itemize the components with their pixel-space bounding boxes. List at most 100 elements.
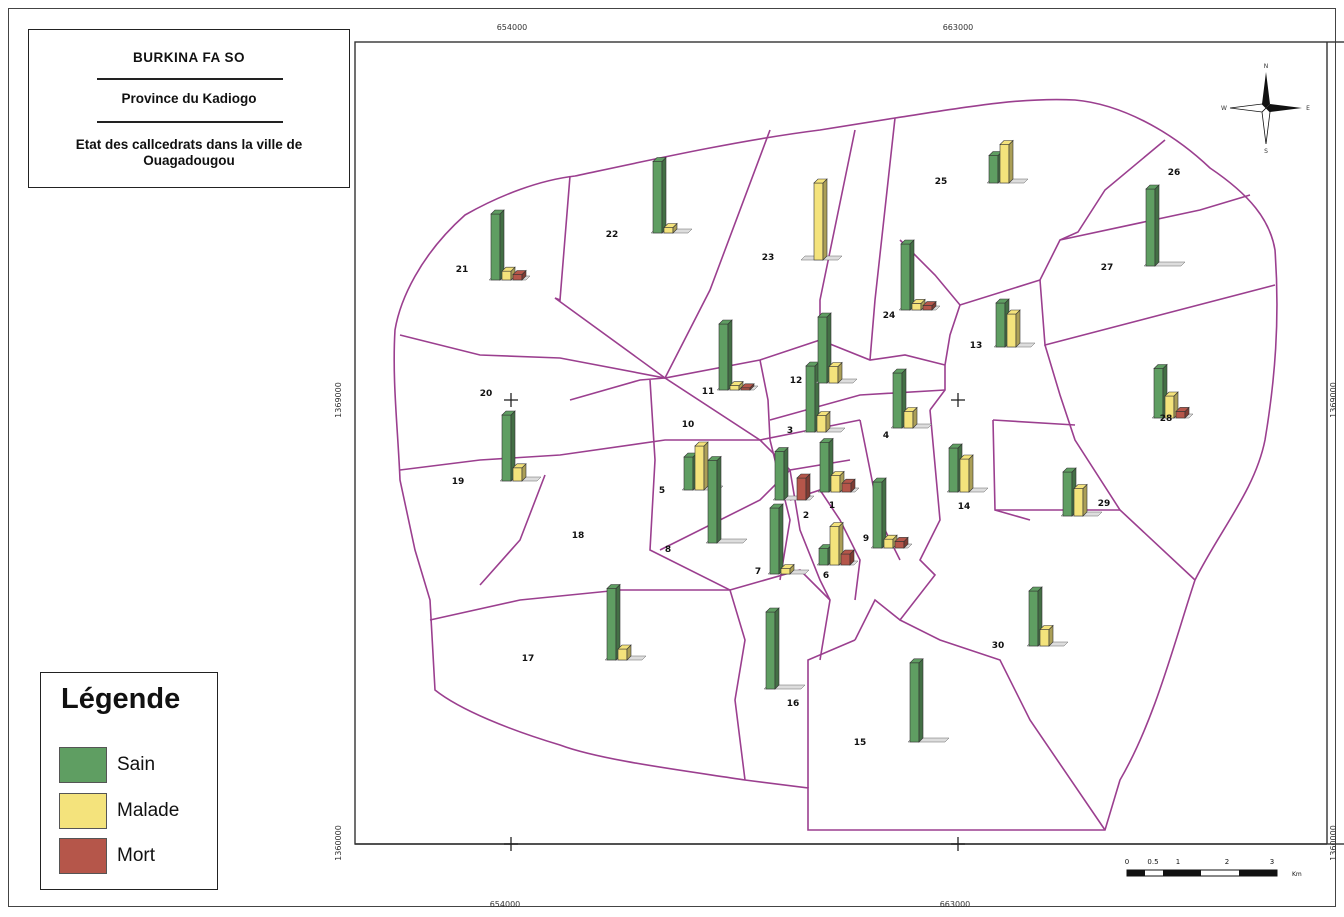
sector-label-6: 6 xyxy=(823,571,829,581)
bar-symbols xyxy=(488,139,1194,743)
grid-label-right-1: 1369000 xyxy=(1329,382,1338,418)
sector-label-21: 21 xyxy=(456,265,469,275)
sector-label-11: 11 xyxy=(702,387,715,397)
grid-label-left-2: 1360000 xyxy=(334,825,343,861)
title-box: BURKINA FA SO Province du Kadiogo Etat d… xyxy=(28,29,350,188)
legend-label-malade: Malade xyxy=(117,800,180,821)
sector-label-5: 5 xyxy=(659,486,665,496)
sector-label-26: 26 xyxy=(1168,168,1181,178)
sector-label-1: 1 xyxy=(829,501,835,511)
bar-malade-sector-12 xyxy=(828,361,843,384)
north-label: N xyxy=(1264,63,1269,70)
legend-label-mort: Mort xyxy=(117,845,155,866)
sector-label-29: 29 xyxy=(1098,499,1111,509)
sector-label-28: 28 xyxy=(1160,414,1173,424)
bar-mort-sector-9 xyxy=(894,536,909,549)
bar-malade-sector-29 xyxy=(1073,483,1088,517)
country-title: BURKINA FA SO xyxy=(132,50,245,65)
scale-unit: Km xyxy=(1292,871,1302,878)
north-arrow-icon: N S E W xyxy=(1221,63,1310,155)
bar-sain-sector-19 xyxy=(501,410,516,482)
bar-malade-sector-14 xyxy=(959,454,974,493)
sector-label-7: 7 xyxy=(755,567,761,577)
sector-label-17: 17 xyxy=(522,654,535,664)
bar-mort-sector-11 xyxy=(740,383,755,391)
bar-sain-sector-2 xyxy=(774,446,789,501)
bar-malade-sector-22 xyxy=(663,222,678,234)
bar-malade-sector-4 xyxy=(903,406,918,429)
grid-label-top-2: 663000 xyxy=(943,23,974,32)
bar-malade-sector-25 xyxy=(999,139,1014,184)
sector-label-15: 15 xyxy=(854,738,867,748)
grid-label-right-2: 1360000 xyxy=(1329,825,1338,861)
bar-malade-sector-24 xyxy=(911,298,926,311)
sector-label-22: 22 xyxy=(606,230,619,240)
bar-sain-sector-8 xyxy=(707,455,722,544)
sector-labels: 123 4567891011121314151617181920212223242… xyxy=(452,168,1181,748)
bar-mort-sector-2 xyxy=(796,473,811,501)
sector-label-13: 13 xyxy=(970,341,983,351)
grid-label-left-1: 1369000 xyxy=(334,382,343,418)
grid-label-bottom-2: 663000 xyxy=(940,900,971,909)
scale-tick-2: 2 xyxy=(1225,858,1229,866)
scale-tick-0: 0 xyxy=(1125,858,1129,866)
sector-label-12: 12 xyxy=(790,376,803,386)
bar-malade-sector-23 xyxy=(813,178,828,261)
bar-sain-sector-9 xyxy=(872,477,887,549)
bar-sain-sector-11 xyxy=(718,319,733,391)
bar-mort-sector-1 xyxy=(841,478,856,493)
bar-malade-sector-7 xyxy=(780,563,795,575)
sector-boundaries xyxy=(393,98,1278,831)
bar-malade-sector-19 xyxy=(512,463,527,482)
bar-sain-sector-6 xyxy=(818,543,833,566)
title-separator-2 xyxy=(97,121,283,123)
grid-crosses xyxy=(504,393,965,851)
bar-malade-sector-3 xyxy=(816,410,831,433)
bar-sain-sector-24 xyxy=(900,239,915,311)
bar-malade-sector-21 xyxy=(501,266,516,281)
bar-mort-sector-21 xyxy=(512,269,527,281)
sector-label-3: 3 xyxy=(787,426,793,436)
legend-swatch-mort xyxy=(59,838,107,874)
province-title: Province du Kadiogo xyxy=(121,91,257,106)
bar-sain-sector-22 xyxy=(652,156,667,234)
sector-label-4: 4 xyxy=(883,431,889,441)
sector-label-20: 20 xyxy=(480,389,493,399)
sector-label-24: 24 xyxy=(883,311,896,321)
sector-label-2: 2 xyxy=(803,511,809,521)
bar-mort-sector-6 xyxy=(840,549,855,566)
legend-swatch-sain xyxy=(59,747,107,783)
east-label: E xyxy=(1306,105,1310,112)
legend-swatch-malade xyxy=(59,793,107,829)
sector-label-16: 16 xyxy=(787,699,800,709)
west-label: W xyxy=(1221,105,1227,112)
bar-mort-sector-28 xyxy=(1175,406,1190,419)
sector-label-9: 9 xyxy=(863,534,869,544)
sector-label-30: 30 xyxy=(992,641,1005,651)
grid-label-top-1: 654000 xyxy=(497,23,528,32)
bar-sain-sector-16 xyxy=(765,607,780,690)
grid-label-bottom-1: 654000 xyxy=(490,900,521,909)
scale-bar: 0 0.5 1 2 3 Km xyxy=(1125,858,1302,878)
bar-sain-sector-21 xyxy=(490,209,505,281)
legend: Légende Sain Malade Mort xyxy=(40,672,218,890)
bar-mort-sector-24 xyxy=(922,300,937,311)
legend-label-sain: Sain xyxy=(117,754,156,775)
legend-title: Légende xyxy=(61,683,181,715)
map-subject: Etat des callcedrats dans la ville de Ou… xyxy=(75,137,303,168)
sector-label-27: 27 xyxy=(1101,263,1114,273)
bar-sain-sector-27 xyxy=(1145,184,1160,267)
sector-label-23: 23 xyxy=(762,253,775,263)
sector-label-18: 18 xyxy=(572,531,585,541)
scale-tick-3: 3 xyxy=(1270,858,1274,866)
sector-label-10: 10 xyxy=(682,420,695,430)
sector-label-19: 19 xyxy=(452,477,465,487)
bar-malade-sector-30 xyxy=(1039,624,1054,647)
bar-malade-sector-5 xyxy=(694,441,709,491)
sector-label-25: 25 xyxy=(935,177,948,187)
title-separator-1 xyxy=(97,78,283,80)
map-frame xyxy=(8,8,1336,907)
sector-label-8: 8 xyxy=(665,545,671,555)
bar-malade-sector-17 xyxy=(617,644,632,661)
bar-malade-sector-11 xyxy=(729,380,744,391)
